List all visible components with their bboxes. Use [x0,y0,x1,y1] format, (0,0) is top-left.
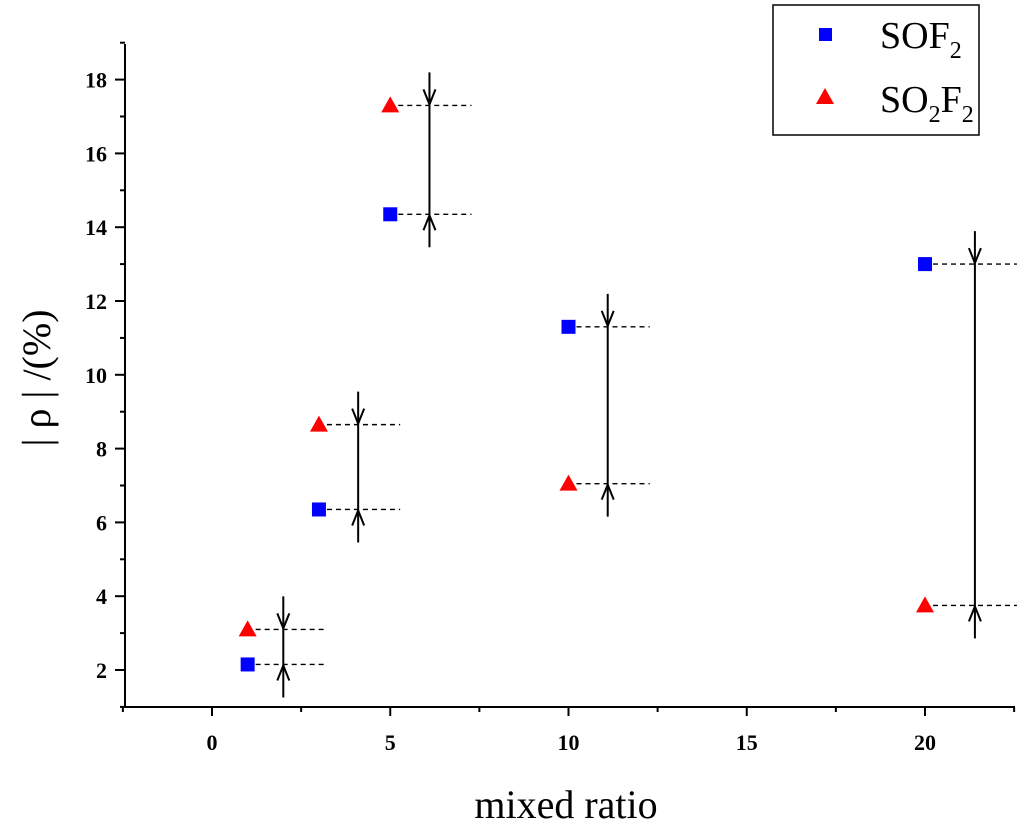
so2f2-point [381,96,400,113]
guide-arrow-up [422,212,437,231]
guide-arrow-down [351,408,366,427]
y-tick-label: 12 [85,289,107,314]
y-tick-label: 16 [85,141,107,166]
y-tick-label: 14 [85,215,107,240]
axes [124,44,1015,708]
sof2-point [918,257,932,272]
sof2-point [383,207,398,222]
guide-arrow-down [967,247,982,266]
x-tick-label: 0 [207,730,218,755]
x-tick-label: 20 [914,730,936,755]
legend-sof2-marker [819,28,832,41]
sof2-point [311,502,326,517]
legend-so2f2-marker [816,88,834,104]
guide-arrow-up [967,603,982,622]
y-tick-label: 4 [96,584,107,609]
legend-box [772,4,980,136]
so2f2-point [559,474,578,491]
difference-guides [255,72,1017,698]
x-axis-title: mixed ratio [474,782,657,827]
y-tick-label: 2 [96,658,107,683]
legend-so2f2-label: SO2F2 [880,79,974,128]
y-tick-label: 6 [96,510,107,535]
x-tick-label: 15 [736,730,758,755]
guide-arrow-up [351,507,366,526]
x-tick-label: 5 [385,730,396,755]
x-tick-label: 10 [558,730,580,755]
ticks: 0 5 10 15 20 2 4 6 8 10 12 14 16 18 [85,41,1016,755]
so2f2-point [309,415,328,432]
data-points [238,96,934,672]
y-tick-label: 10 [85,363,107,388]
guide-arrow-down [276,613,291,632]
y-axis-title: | ρ | /(%) [14,309,59,446]
guide-arrow-up [600,481,615,501]
guide-arrow-down [422,89,437,108]
sof2-point [561,319,576,334]
so2f2-point [916,596,934,613]
so2f2-point [238,620,257,637]
y-tick-label: 18 [85,68,107,93]
guide-arrow-up [276,662,291,681]
guide-arrow-down [600,310,615,329]
legend-sof2-label: SOF2 [880,15,962,64]
sof2-point [240,657,255,672]
legend: SOF2 SO2F2 [772,4,980,136]
y-tick-label: 8 [96,437,107,462]
